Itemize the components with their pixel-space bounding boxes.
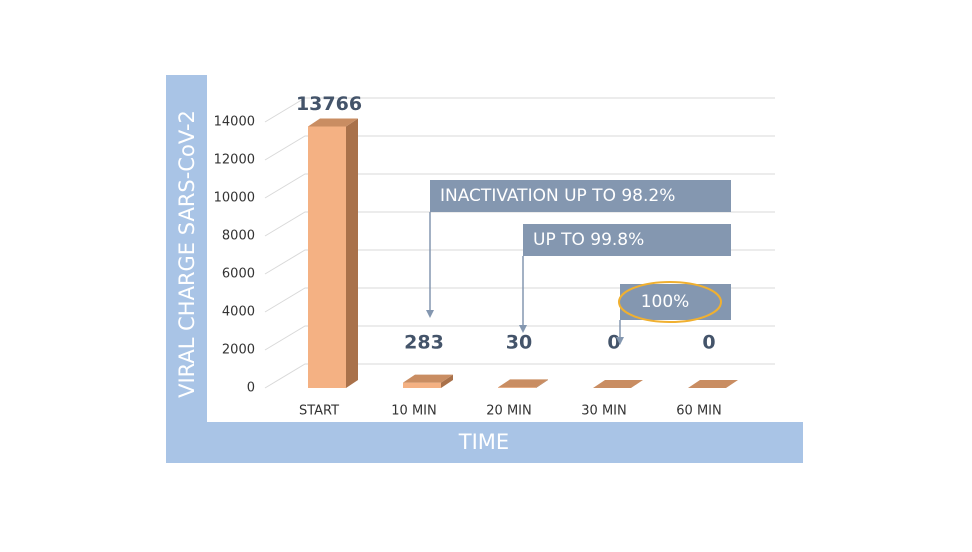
annotation-text: UP TO 99.8% (533, 230, 644, 250)
annotation-text: INACTIVATION UP TO 98.2% (440, 186, 675, 206)
annotation-arrowhead (616, 337, 624, 345)
bar (498, 387, 536, 388)
x-tick-label: 60 MIN (676, 404, 721, 419)
value-label: 13766 (296, 93, 362, 115)
annotation-box (430, 180, 731, 212)
grid-line (264, 363, 775, 389)
bar-side (346, 118, 358, 389)
value-label: 0 (702, 332, 715, 354)
y-axis-band (166, 75, 207, 463)
grid-line (264, 135, 775, 161)
y-tick-label: 6000 (222, 267, 255, 282)
bar (403, 382, 441, 388)
value-label: 30 (506, 332, 532, 354)
bar-top (498, 379, 548, 388)
y-tick-label: 0 (247, 381, 255, 396)
bar-top (403, 374, 453, 383)
highlight-ellipse (618, 281, 722, 323)
annotation-text: 100% (641, 292, 690, 312)
y-axis-title: VIRAL CHARGE SARS-CoV-2 (175, 110, 199, 398)
grid-line (264, 173, 775, 199)
value-label: 283 (404, 332, 444, 354)
bar-side (441, 374, 453, 388)
y-tick-label: 14000 (214, 115, 255, 130)
annotation-arrowhead (426, 310, 434, 318)
x-tick-label: 30 MIN (581, 404, 626, 419)
grid-line (264, 97, 775, 123)
x-tick-label: START (299, 404, 339, 419)
bar-side (536, 379, 548, 388)
grid-line (264, 287, 775, 313)
bar (308, 126, 346, 389)
annotation-arrowhead (519, 325, 527, 333)
grid-line (264, 325, 775, 351)
y-tick-label: 4000 (222, 305, 255, 320)
x-tick-label: 10 MIN (391, 404, 436, 419)
x-tick-label: 20 MIN (486, 404, 531, 419)
bar-top (308, 118, 358, 127)
y-tick-label: 12000 (214, 153, 255, 168)
x-axis-title: TIME (458, 430, 509, 454)
bar-top (593, 380, 643, 388)
value-label: 0 (607, 332, 620, 354)
y-tick-label: 8000 (222, 229, 255, 244)
y-tick-label: 10000 (214, 191, 255, 206)
x-axis-band (166, 422, 803, 463)
bar-top (688, 380, 738, 388)
y-tick-label: 2000 (222, 343, 255, 358)
annotation-box (523, 224, 731, 256)
